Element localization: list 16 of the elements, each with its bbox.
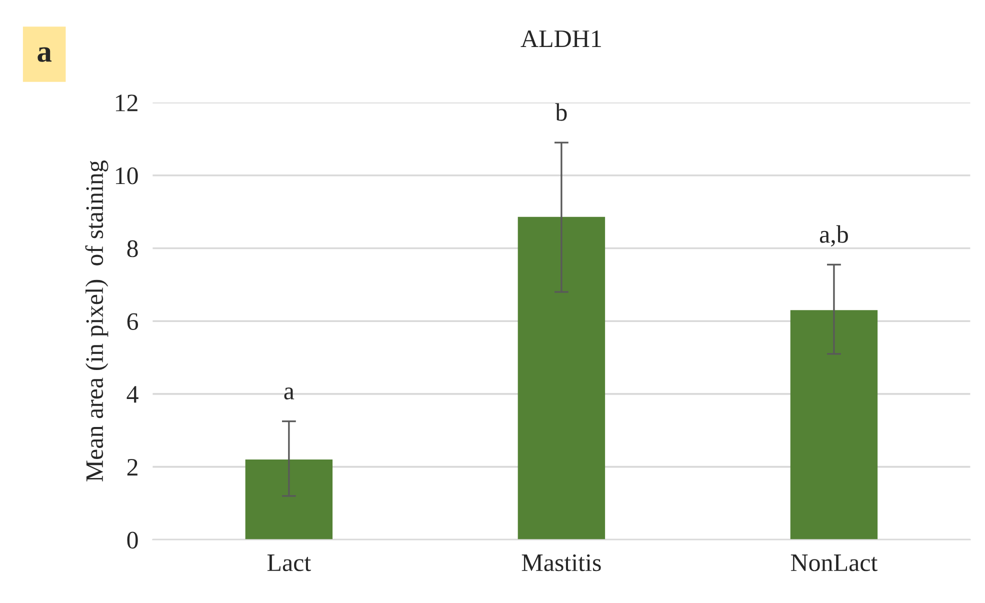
- annotation: b: [555, 103, 567, 121]
- y-tick-label: 2: [127, 458, 138, 476]
- y-tick-label: 12: [116, 94, 138, 112]
- x-tick-label: Lact: [267, 554, 311, 572]
- y-axis-title: Mean area (in pixel) of staining: [85, 160, 108, 482]
- y-tick-label: 6: [127, 313, 138, 330]
- annotation: a: [284, 388, 294, 400]
- y-tick-label: 4: [126, 386, 138, 403]
- x-tick-label: NonLact: [790, 554, 878, 572]
- y-tick-label: 0: [127, 532, 138, 549]
- y-tick-label: 8: [127, 240, 138, 258]
- text: a: [38, 47, 52, 62]
- x-tick-label: Mastitis: [522, 554, 601, 572]
- y-tick-label: 10: [116, 167, 138, 184]
- chart-title: ALDH1: [520, 30, 601, 48]
- annotation: a,b: [820, 225, 848, 246]
